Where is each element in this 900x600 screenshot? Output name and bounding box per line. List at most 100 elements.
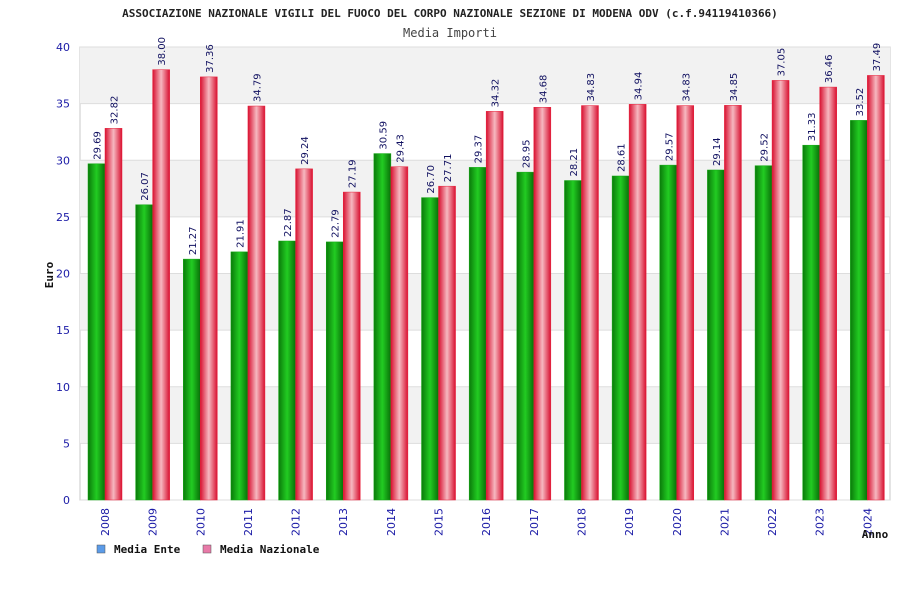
x-tick-label: 2023 [814, 508, 827, 536]
data-label: 29.57 [664, 132, 675, 161]
data-label: 21.91 [235, 219, 246, 248]
legend-label-media-ente: Media Ente [114, 543, 181, 556]
legend-swatch-media-nazionale [202, 544, 212, 554]
bar-media-nazionale-2013 [342, 191, 361, 501]
data-label: 29.69 [93, 131, 104, 160]
legend-swatch-media-ente [96, 544, 106, 554]
data-label: 34.83 [681, 73, 692, 102]
y-tick-label: 15 [56, 324, 70, 337]
bar-media-ente-2017 [516, 171, 535, 501]
bar-media-ente-2023 [802, 144, 820, 501]
x-tick-label: 2017 [528, 508, 541, 536]
data-label: 22.87 [283, 208, 294, 237]
bar-media-ente-2008 [87, 163, 106, 501]
data-label: 37.05 [777, 48, 788, 77]
data-label: 28.21 [569, 148, 580, 177]
data-label: 34.32 [491, 79, 502, 108]
data-label: 28.95 [521, 140, 532, 169]
bar-media-ente-2019 [611, 175, 630, 501]
data-label: 34.85 [729, 73, 740, 102]
y-tick-label: 25 [56, 211, 70, 224]
x-tick-label: 2020 [671, 508, 684, 536]
bar-media-ente-2021 [707, 169, 725, 501]
data-label: 32.82 [110, 96, 121, 125]
data-label: 34.94 [634, 72, 645, 101]
x-tick-label: 2011 [242, 508, 255, 536]
bar-media-nazionale-2019 [628, 104, 647, 501]
y-tick-label: 40 [56, 41, 70, 54]
bar-media-nazionale-2022 [771, 80, 790, 501]
y-tick-label: 20 [56, 268, 70, 281]
data-label: 37.36 [205, 44, 216, 73]
bar-media-nazionale-2012 [295, 168, 313, 501]
x-tick-label: 2016 [480, 508, 493, 536]
data-label: 34.79 [252, 73, 263, 102]
x-tick-label: 2024 [861, 508, 874, 536]
y-axis-label: Euro [43, 261, 56, 288]
data-label: 28.61 [617, 143, 628, 172]
bar-media-nazionale-2017 [533, 106, 552, 501]
data-label: 29.24 [300, 136, 311, 165]
bar-media-nazionale-2014 [390, 166, 409, 501]
bar-media-ente-2022 [754, 165, 773, 501]
bar-media-nazionale-2008 [104, 128, 123, 501]
data-label: 29.14 [712, 137, 723, 166]
x-tick-label: 2022 [766, 508, 779, 536]
data-label: 29.37 [474, 135, 485, 164]
data-label: 22.79 [331, 209, 342, 238]
bar-media-nazionale-2010 [200, 76, 218, 501]
data-label: 30.59 [378, 121, 389, 150]
x-tick-label: 2010 [194, 508, 207, 536]
y-tick-label: 30 [56, 154, 70, 167]
bar-media-ente-2010 [183, 258, 201, 501]
bar-media-ente-2015 [421, 197, 439, 501]
data-labels: 29.69 32.82 26.07 38.00 21.27 37.36 21.91 34.79… [93, 37, 883, 255]
data-label: 31.33 [807, 113, 818, 142]
bar-media-ente-2024 [850, 120, 868, 501]
bar-media-nazionale-2015 [438, 185, 456, 501]
bar-media-ente-2009 [135, 204, 153, 501]
bar-media-nazionale-2011 [247, 105, 266, 501]
x-axis-label: Anno [862, 528, 889, 541]
x-tick-label: 2018 [575, 508, 588, 536]
legend-label-media-nazionale: Media Nazionale [220, 543, 320, 556]
x-tick-label: 2019 [623, 508, 636, 536]
bar-media-ente-2013 [325, 241, 344, 501]
data-label: 26.07 [140, 172, 151, 201]
bar-media-ente-2014 [373, 153, 392, 501]
y-axis: 0 5 10 15 20 25 30 35 40 [56, 41, 70, 507]
data-label: 29.52 [760, 133, 771, 162]
y-tick-label: 10 [56, 381, 70, 394]
x-tick-label: 2013 [337, 508, 350, 536]
x-tick-label: 2012 [290, 508, 303, 536]
bar-media-ente-2012 [278, 240, 296, 501]
chart-subtitle: Media Importi [403, 26, 497, 40]
bar-media-ente-2011 [230, 251, 249, 501]
x-tick-label: 2021 [718, 508, 731, 536]
bar-media-nazionale-2016 [485, 111, 504, 501]
bar-media-nazionale-2018 [581, 105, 599, 501]
data-label: 37.49 [872, 43, 883, 72]
x-tick-label: 2009 [147, 508, 160, 536]
y-tick-label: 35 [56, 98, 70, 111]
bar-media-nazionale-2024 [867, 75, 885, 501]
data-label: 21.27 [188, 226, 199, 255]
x-tick-label: 2014 [385, 508, 398, 536]
bar-media-nazionale-2009 [152, 69, 170, 501]
bar-media-ente-2020 [659, 164, 678, 501]
x-axis: 2008 2009 2010 2011 2012 2013 2014 2015 2016 2017… [99, 508, 874, 536]
x-tick-label: 2015 [433, 508, 446, 536]
bar-media-ente-2016 [468, 167, 487, 501]
bar-media-nazionale-2020 [676, 105, 695, 501]
data-label: 26.70 [426, 165, 437, 194]
bar-media-nazionale-2023 [819, 86, 837, 501]
data-label: 36.46 [824, 54, 835, 83]
y-tick-label: 0 [63, 494, 70, 507]
legend: Media Ente Media Nazionale [96, 543, 320, 556]
y-tick-label: 5 [63, 437, 70, 450]
data-label: 34.68 [538, 75, 549, 104]
bar-media-ente-2018 [564, 180, 582, 501]
data-label: 34.83 [586, 73, 597, 102]
data-label: 33.52 [855, 88, 866, 117]
